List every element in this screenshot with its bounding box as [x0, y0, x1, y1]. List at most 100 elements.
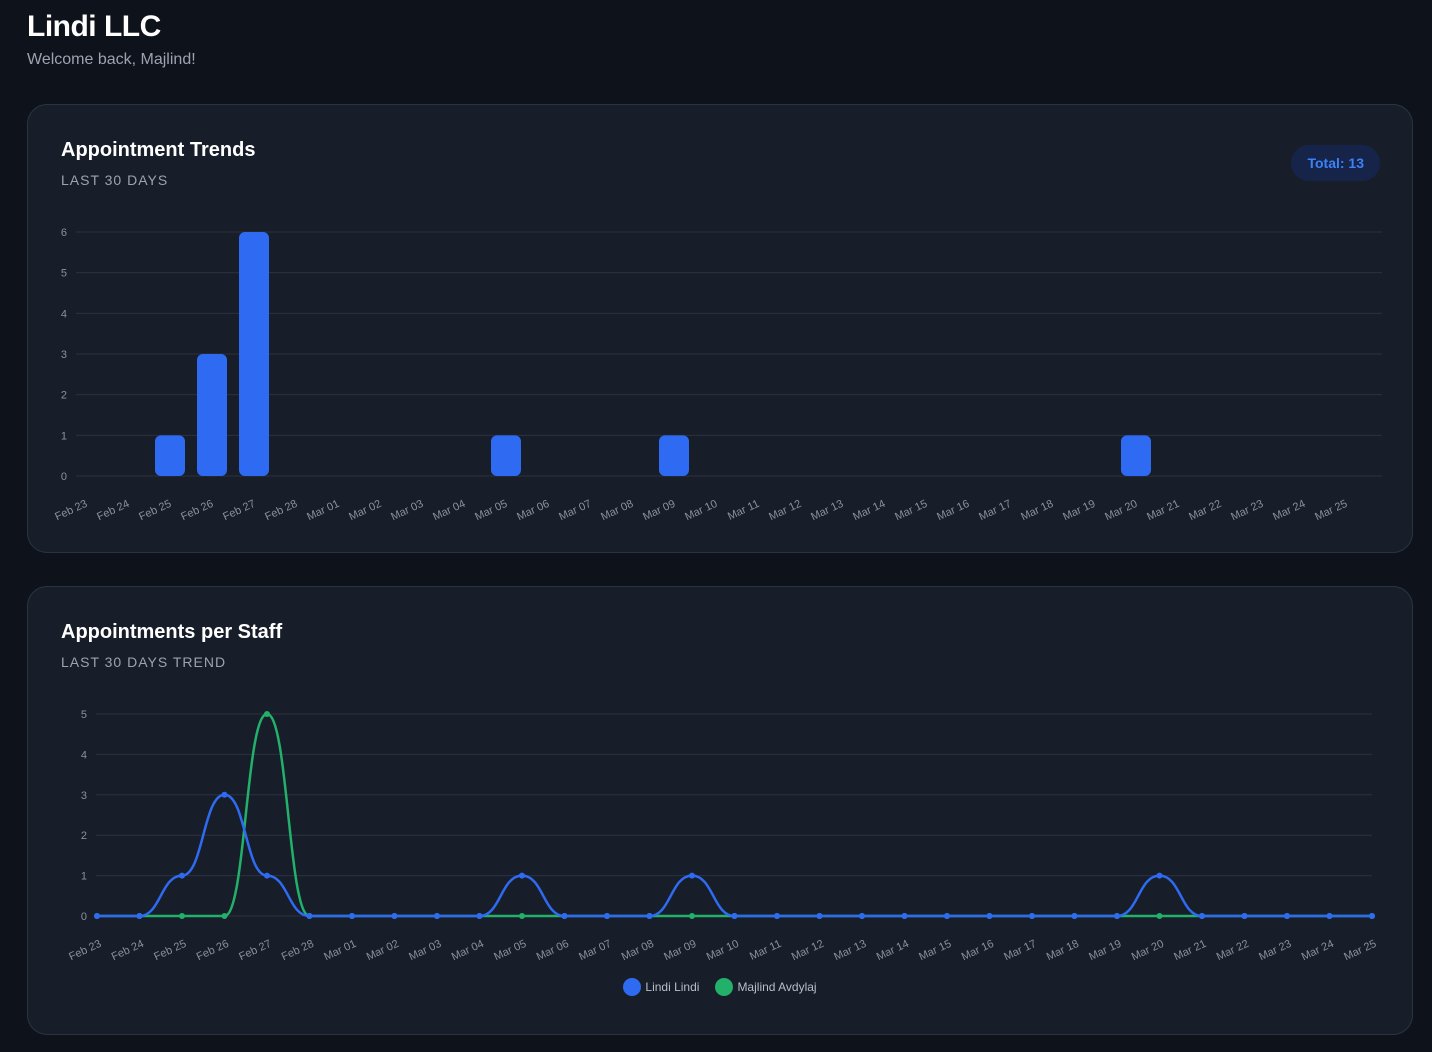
point-majlind-avdylaj-feb-27[interactable] — [264, 711, 270, 717]
point-lindi-lindi-feb-26[interactable] — [221, 791, 228, 798]
line-chart-x-tick-label: Mar 06 — [535, 938, 571, 963]
appointments-per-staff-line-chart: 0 1 2 3 4 5 Feb 23 Feb 24 Feb 25 Feb 26 Feb 27 Feb … — [67, 709, 1378, 963]
line-chart-x-tick-label: Feb 26 — [195, 938, 231, 963]
point-lindi-lindi-mar-17[interactable] — [1029, 913, 1035, 919]
line-chart-y-tick-label: 3 — [81, 790, 87, 802]
point-lindi-lindi-mar-18[interactable] — [1071, 913, 1078, 919]
bar-chart-x-tick-label: Mar 25 — [1313, 498, 1349, 523]
point-lindi-lindi-feb-27[interactable] — [264, 872, 270, 879]
point-lindi-lindi-mar-02[interactable] — [391, 913, 398, 919]
point-lindi-lindi-mar-01[interactable] — [349, 913, 355, 919]
point-lindi-lindi-mar-14[interactable] — [901, 913, 908, 919]
point-lindi-lindi-mar-24[interactable] — [1326, 913, 1333, 919]
bar-chart-y-tick-label: 6 — [61, 227, 67, 239]
line-chart-x-tick-label: Mar 16 — [960, 938, 996, 963]
bar-chart-x-tick-label: Mar 12 — [767, 498, 803, 523]
point-majlind-avdylaj-mar-09[interactable] — [689, 913, 695, 919]
point-lindi-lindi-mar-19[interactable] — [1114, 913, 1120, 919]
bar-feb-25[interactable] — [155, 435, 185, 476]
bar-chart-y-tick-label: 4 — [61, 308, 67, 320]
bar-chart-x-tick-label: Feb 27 — [221, 498, 257, 523]
point-lindi-lindi-mar-22[interactable] — [1241, 913, 1248, 919]
line-chart-x-tick-label: Mar 23 — [1257, 938, 1293, 963]
bar-chart-y-tick-label: 3 — [61, 349, 67, 361]
point-lindi-lindi-feb-23[interactable] — [94, 913, 100, 919]
chart-legend: Lindi Lindi Majlind Avdylaj — [28, 978, 1412, 996]
line-chart-x-tick-label: Mar 19 — [1087, 938, 1123, 963]
point-majlind-avdylaj-feb-25[interactable] — [179, 913, 185, 919]
point-lindi-lindi-mar-09[interactable] — [689, 872, 695, 879]
bar-chart-x-tick-label: Feb 26 — [179, 498, 215, 523]
line-chart-y-tick-label: 2 — [81, 830, 87, 842]
point-lindi-lindi-mar-21[interactable] — [1199, 913, 1205, 919]
legend-label: Lindi Lindi — [645, 980, 700, 994]
legend-label: Majlind Avdylaj — [737, 980, 817, 994]
point-lindi-lindi-mar-07[interactable] — [604, 913, 610, 919]
point-lindi-lindi-mar-12[interactable] — [816, 913, 823, 919]
point-lindi-lindi-mar-23[interactable] — [1284, 913, 1290, 919]
appointment-trends-title: Appointment Trends — [61, 139, 256, 161]
line-chart-x-tick-label: Mar 20 — [1130, 938, 1166, 963]
line-chart-x-tick-label: Mar 13 — [832, 938, 868, 963]
bar-chart-x-tick-label: Feb 25 — [137, 498, 173, 523]
line-chart-x-tick-label: Mar 14 — [875, 938, 911, 963]
line-chart-x-tick-label: Mar 04 — [450, 938, 486, 963]
appointments-per-staff-subtitle: LAST 30 DAYS TREND — [61, 654, 227, 670]
legend-item-lindi-lindi[interactable]: Lindi Lindi — [623, 978, 699, 996]
bar-chart-x-tick-label: Mar 17 — [977, 498, 1013, 523]
point-lindi-lindi-mar-13[interactable] — [859, 913, 865, 919]
bar-chart-x-tick-label: Mar 13 — [809, 498, 845, 523]
bar-mar-20[interactable] — [1121, 435, 1151, 476]
total-badge: Total: 13 — [1291, 145, 1380, 181]
point-lindi-lindi-mar-08[interactable] — [646, 913, 653, 919]
bar-chart-x-tick-label: Feb 24 — [95, 498, 131, 523]
point-majlind-avdylaj-feb-26[interactable] — [221, 913, 228, 919]
line-chart-x-tick-label: Mar 12 — [790, 938, 826, 963]
point-lindi-lindi-feb-25[interactable] — [179, 872, 185, 879]
appointments-per-staff-title: Appointments per Staff — [61, 621, 283, 643]
bar-chart-x-tick-label: Mar 10 — [683, 498, 719, 523]
point-lindi-lindi-mar-05[interactable] — [519, 872, 525, 879]
point-lindi-lindi-feb-28[interactable] — [306, 913, 313, 919]
point-lindi-lindi-mar-16[interactable] — [986, 913, 993, 919]
page-title: Lindi LLC — [27, 10, 161, 43]
line-chart-x-tick-label: Mar 25 — [1342, 938, 1378, 963]
point-lindi-lindi-mar-20[interactable] — [1156, 872, 1163, 879]
line-chart-x-tick-label: Feb 25 — [152, 938, 188, 963]
bar-chart-x-tick-label: Mar 22 — [1187, 498, 1223, 523]
point-lindi-lindi-feb-24[interactable] — [136, 913, 143, 919]
bar-mar-09[interactable] — [659, 435, 689, 476]
bar-chart-y-tick-label: 2 — [61, 390, 67, 402]
point-lindi-lindi-mar-15[interactable] — [944, 913, 950, 919]
bar-feb-27[interactable] — [239, 232, 269, 476]
point-majlind-avdylaj-mar-05[interactable] — [519, 913, 525, 919]
line-chart-x-tick-label: Feb 24 — [110, 938, 146, 963]
bar-chart-x-tick-label: Mar 06 — [515, 498, 551, 523]
point-lindi-lindi-mar-25[interactable] — [1369, 913, 1375, 919]
bar-chart-x-tick-label: Mar 14 — [851, 498, 887, 523]
point-lindi-lindi-mar-03[interactable] — [434, 913, 440, 919]
line-chart-x-tick-label: Feb 27 — [237, 938, 273, 963]
bar-mar-05[interactable] — [491, 435, 521, 476]
legend-item-majlind-avdylaj[interactable]: Majlind Avdylaj — [715, 978, 817, 996]
point-lindi-lindi-mar-06[interactable] — [561, 913, 568, 919]
line-chart-x-tick-label: Feb 28 — [280, 938, 316, 963]
point-majlind-avdylaj-mar-20[interactable] — [1156, 913, 1163, 919]
line-chart-y-tick-label: 0 — [81, 911, 87, 923]
bar-feb-26[interactable] — [197, 354, 227, 476]
line-chart-x-tick-label: Mar 24 — [1300, 938, 1336, 963]
bar-chart-x-tick-label: Mar 19 — [1061, 498, 1097, 523]
bar-chart-y-tick-label: 1 — [61, 430, 67, 442]
bar-chart-x-tick-label: Mar 20 — [1103, 498, 1139, 523]
point-lindi-lindi-mar-10[interactable] — [731, 913, 738, 919]
point-lindi-lindi-mar-04[interactable] — [476, 913, 483, 919]
line-chart-y-tick-label: 4 — [81, 749, 87, 761]
bar-chart-y-tick-label: 5 — [61, 268, 67, 280]
appointments-per-staff-card: Appointments per Staff LAST 30 DAYS TREN… — [27, 586, 1413, 1035]
bar-chart-x-tick-label: Mar 23 — [1229, 498, 1265, 523]
point-lindi-lindi-mar-11[interactable] — [774, 913, 780, 919]
line-chart-x-tick-label: Mar 22 — [1215, 938, 1251, 963]
bar-chart-x-tick-label: Mar 09 — [641, 498, 677, 523]
line-chart-x-tick-label: Mar 18 — [1045, 938, 1081, 963]
line-chart-x-tick-label: Mar 02 — [365, 938, 401, 963]
